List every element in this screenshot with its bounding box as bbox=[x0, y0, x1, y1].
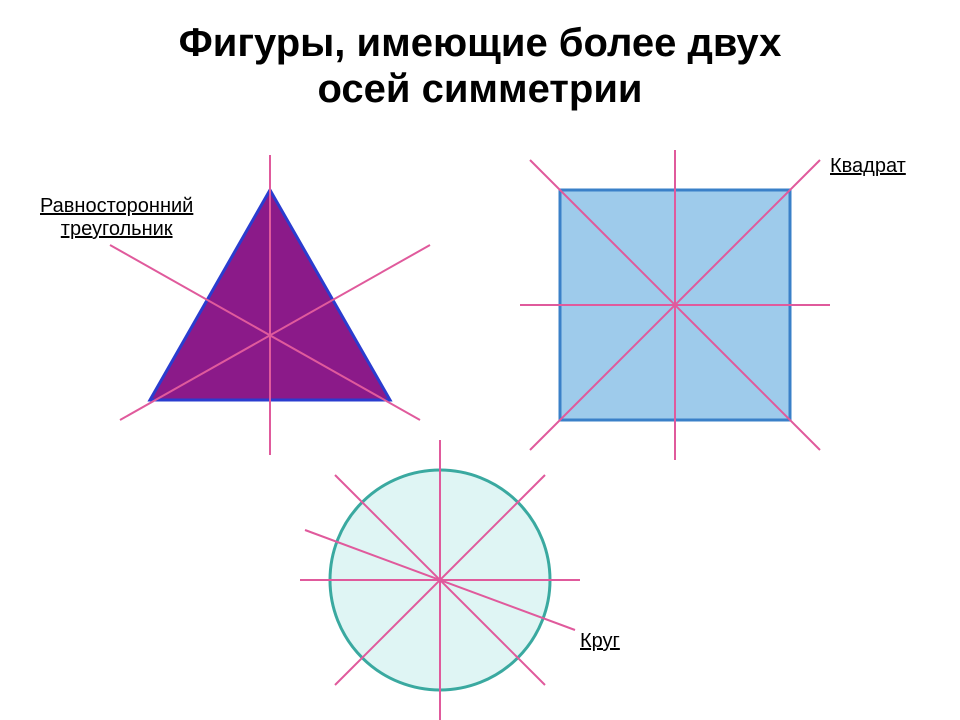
triangle-label-line1: Равносторонний bbox=[40, 195, 193, 217]
circle-label: Круг bbox=[580, 630, 620, 653]
triangle-label-line2: треугольник bbox=[61, 218, 173, 240]
circle-axes bbox=[300, 440, 580, 720]
figures-canvas bbox=[0, 0, 960, 720]
square-label: Квадрат bbox=[830, 155, 906, 178]
triangle-label: Равносторонний треугольник bbox=[40, 195, 193, 241]
square-axes bbox=[520, 150, 830, 460]
